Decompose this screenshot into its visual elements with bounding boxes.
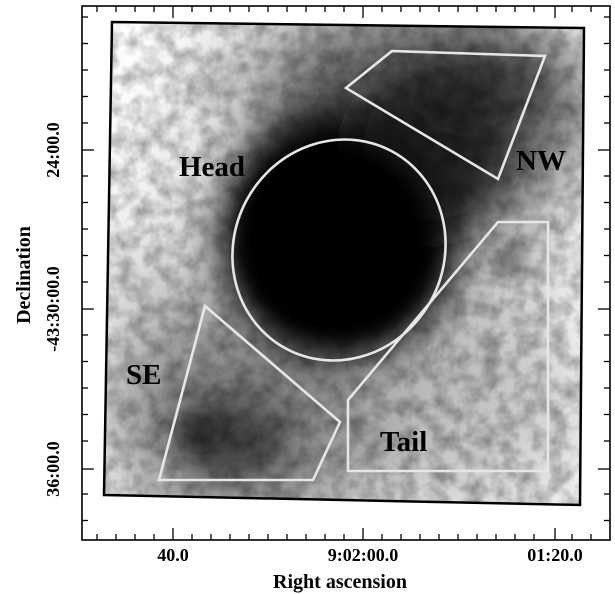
tail-label: Tail: [380, 426, 427, 458]
nw-label: NW: [516, 145, 566, 177]
y-tick-label: -43:30:00.0: [43, 266, 63, 351]
y-axis-title: Declination: [13, 226, 35, 324]
head-label: Head: [179, 151, 245, 183]
plot-axes: [81, 5, 611, 541]
x-tick-label: 01:20.0: [527, 545, 583, 565]
x-tick-label: 40.0: [157, 545, 189, 565]
x-axis-title: Right ascension: [273, 571, 407, 593]
y-tick-label: 24:00.0: [43, 122, 63, 178]
emission-map: [104, 22, 584, 505]
se-region: [157, 303, 342, 482]
y-tick-label: 36:00.0: [43, 441, 63, 497]
image-frame: [102, 20, 586, 507]
regions: [157, 49, 550, 482]
nw-region: [343, 49, 547, 181]
x-tick-label: 9:02:00.0: [328, 545, 399, 565]
tail-region: [346, 220, 550, 473]
se-label: SE: [126, 359, 161, 391]
